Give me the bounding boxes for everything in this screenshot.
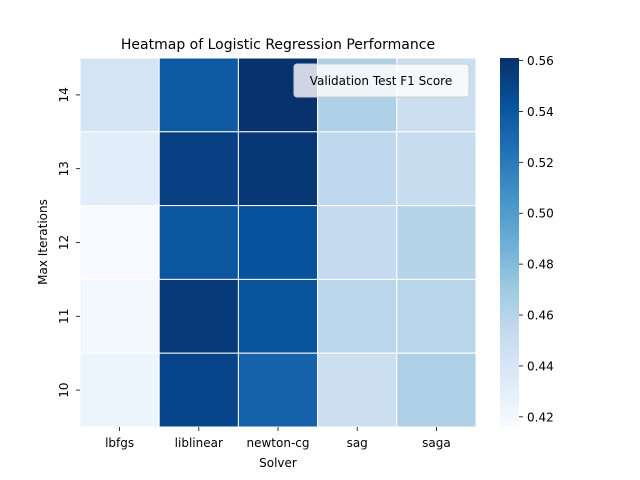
colorbar-tick-label: 0.54 — [527, 105, 554, 119]
colorbar-tick-label: 0.42 — [527, 410, 554, 424]
colorbar-tick-label: 0.44 — [527, 359, 554, 373]
heatmap-cell — [317, 205, 398, 280]
heatmap-cell — [158, 205, 239, 280]
x-tick-label: liblinear — [175, 436, 223, 450]
heatmap-cell — [158, 278, 239, 354]
x-axis: lbfgs liblinear newton-cg sag saga — [105, 427, 451, 450]
heatmap-cell — [79, 205, 160, 280]
legend-text: Validation Test F1 Score — [310, 74, 452, 88]
heatmap-cell — [158, 57, 239, 133]
heatmap-cell — [396, 131, 477, 207]
heatmap-cell — [317, 131, 398, 207]
y-tick-label: 13 — [57, 161, 71, 176]
colorbar-fill — [500, 58, 519, 427]
heatmap-cell — [317, 352, 398, 428]
heatmap-cell — [396, 352, 477, 428]
heatmap-cell — [79, 352, 160, 428]
x-tick-label: saga — [422, 436, 451, 450]
x-tick-label: sag — [347, 436, 368, 450]
colorbar: 0.42 0.44 0.46 0.48 0.50 0.52 0.54 0.56 — [500, 54, 554, 427]
heatmap-cell — [396, 278, 477, 354]
heatmap-cell — [237, 352, 319, 428]
y-axis: 14 13 12 11 10 — [57, 87, 80, 398]
y-tick-label: 12 — [57, 235, 71, 250]
heatmap-cell — [237, 205, 319, 280]
heatmap-cell — [79, 131, 160, 207]
y-axis-label: Max Iterations — [36, 199, 50, 285]
legend-box — [293, 63, 470, 98]
colorbar-tick-label: 0.56 — [527, 54, 554, 68]
y-tick-label: 10 — [57, 382, 71, 397]
heatmap-cell — [317, 278, 398, 354]
heatmap-cell — [396, 205, 477, 280]
x-tick-label: lbfgs — [105, 436, 134, 450]
colorbar-tick-label: 0.48 — [527, 258, 554, 272]
x-axis-label: Solver — [259, 456, 297, 470]
heatmap-cells — [79, 57, 477, 428]
heatmap-cell — [158, 352, 239, 428]
heatmap-cell — [79, 57, 160, 133]
heatmap-cell — [237, 278, 319, 354]
colorbar-tick-label: 0.46 — [527, 309, 554, 323]
heatmap-cell — [79, 278, 160, 354]
colorbar-tick-label: 0.50 — [527, 207, 554, 221]
y-tick-label: 11 — [57, 309, 71, 324]
colorbar-tick-label: 0.52 — [527, 156, 554, 170]
legend: Validation Test F1 Score — [293, 63, 470, 98]
x-tick-label: newton-cg — [247, 436, 310, 450]
y-tick-label: 14 — [57, 87, 71, 102]
heatmap-cell — [158, 131, 239, 207]
chart-title: Heatmap of Logistic Regression Performan… — [121, 37, 435, 53]
heatmap-cell — [237, 131, 319, 207]
